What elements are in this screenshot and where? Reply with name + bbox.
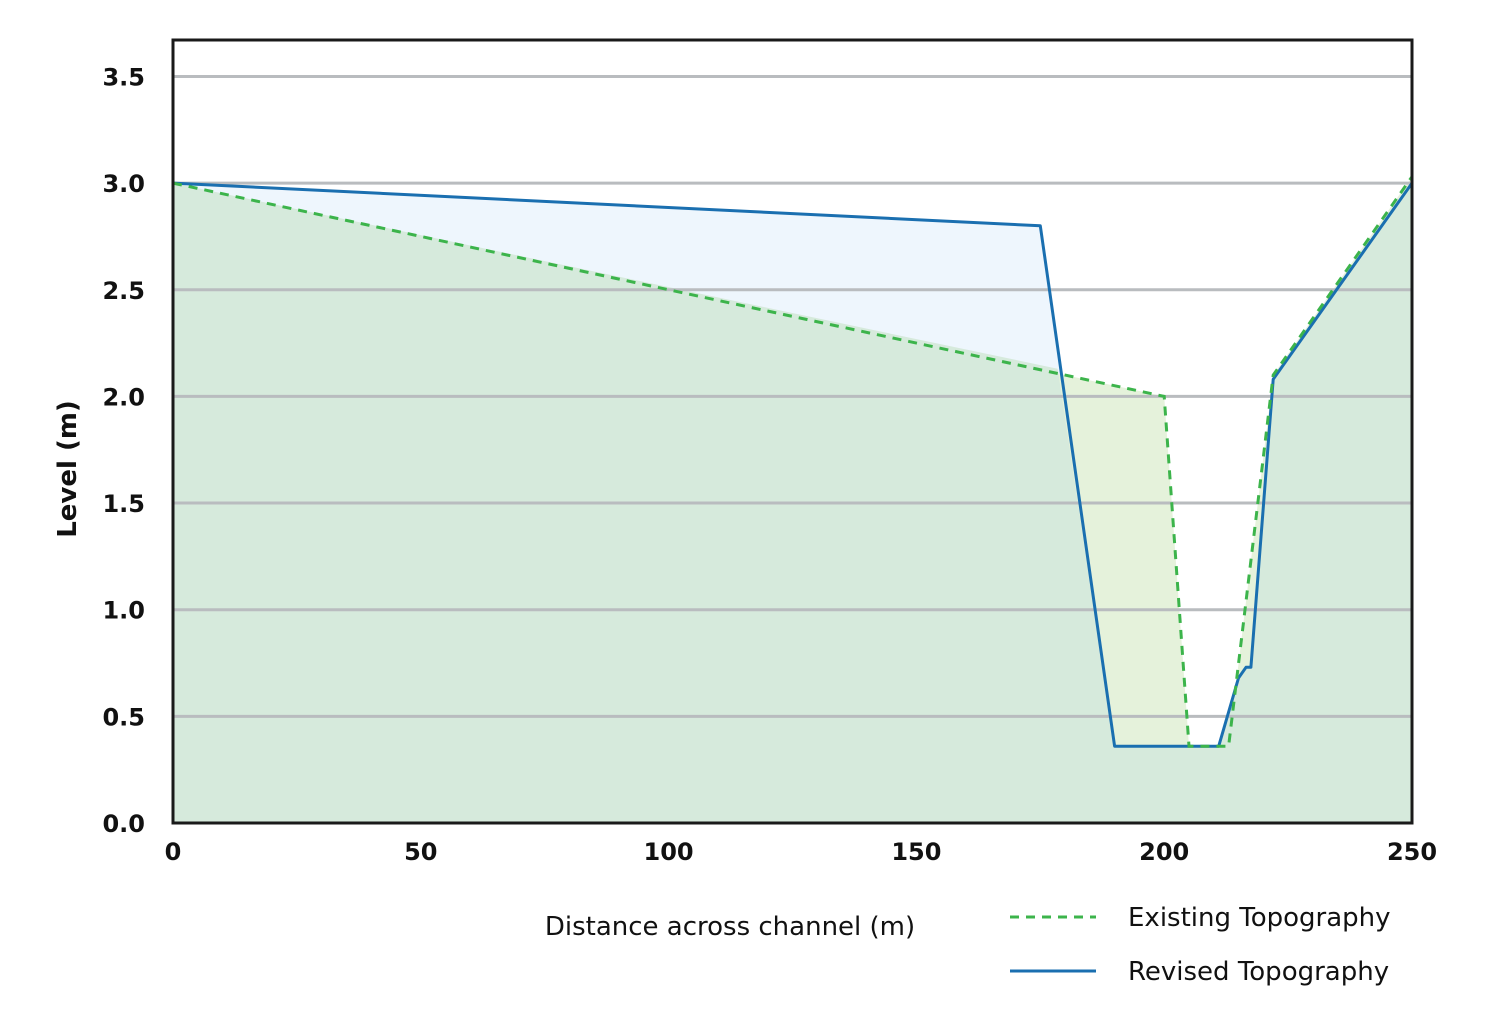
x-tick-label: 50: [404, 838, 437, 866]
x-tick-label: 150: [891, 838, 941, 866]
legend-label-existing: Existing Topography: [1128, 903, 1391, 933]
x-tick-label: 100: [644, 838, 694, 866]
x-tick-label: 200: [1139, 838, 1189, 866]
y-axis-title: Level (m): [53, 400, 83, 538]
plot-frame: [171, 38, 1414, 825]
y-tick-label: 0.5: [102, 703, 145, 731]
x-tick-label: 250: [1387, 838, 1437, 866]
series-line-existing: [172, 175, 1414, 748]
series-line-revised: [172, 181, 1414, 748]
area-fills: [173, 176, 1412, 824]
y-tick-label: 3.5: [102, 63, 145, 91]
y-tick-label: 1.0: [102, 597, 145, 625]
series-lines: [172, 175, 1414, 748]
y-tick-labels: 0.0 0.5 1.0 1.5 2.0 2.5 3.0 3.5: [102, 63, 145, 838]
legend: Existing Topography Revised Topography: [1010, 903, 1391, 987]
y-tick-label: 3.0: [102, 170, 145, 198]
y-tick-label: 2.5: [102, 277, 145, 305]
x-axis-title: Distance across channel (m): [545, 912, 915, 942]
y-tick-label: 0.0: [102, 810, 145, 838]
x-tick-label: 0: [165, 838, 182, 866]
legend-label-revised: Revised Topography: [1128, 957, 1389, 987]
x-tick-labels: 0 50 100 150 200 250: [165, 838, 1437, 866]
gridlines: [173, 74, 1412, 718]
y-tick-label: 1.5: [102, 490, 145, 518]
y-tick-label: 2.0: [102, 383, 145, 411]
